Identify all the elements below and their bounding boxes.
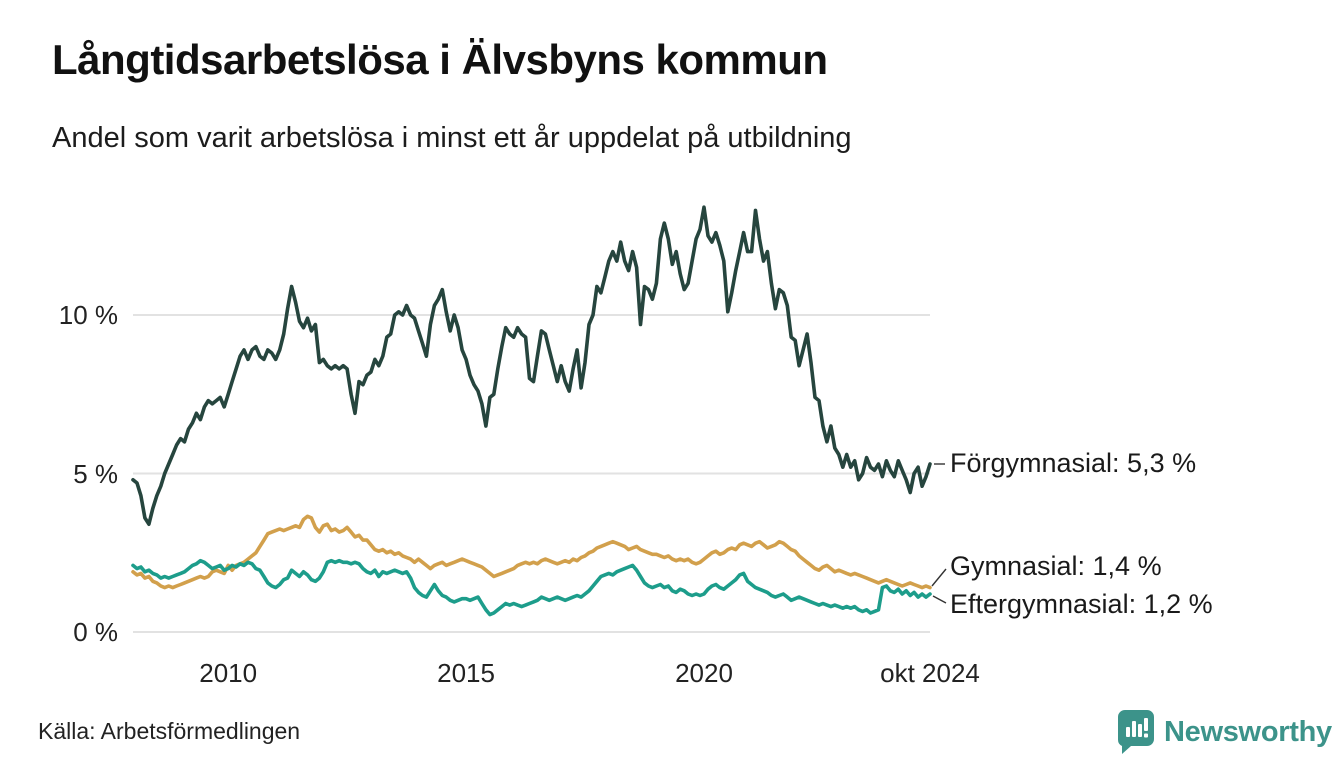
series-line-eftergymnasial (131, 558, 932, 617)
x-axis-tick-2010: 2010 (199, 658, 258, 688)
label-leader-lines (931, 463, 947, 604)
series-line-förgymnasial (131, 205, 932, 527)
series-line-gymnasial (131, 514, 932, 590)
source-text: Källa: Arbetsförmedlingen (38, 718, 301, 744)
y-axis-tick-10: 10 % (58, 300, 118, 330)
x-axis-tick-2015: 2015 (437, 658, 495, 688)
y-axis-tick-5: 5 % (73, 458, 118, 489)
leader-eftergymnasial (932, 595, 947, 604)
y-axis-tick-0: 0 % (73, 617, 118, 647)
newsworthy-logo: Newsworthy (1117, 709, 1332, 755)
leader-gymnasial (931, 568, 947, 587)
newsworthy-icon (1117, 710, 1154, 754)
page-title: Långtidsarbetslösa i Älvsbyns kommun (52, 36, 828, 83)
series-label-eftergymnasial: Eftergymnasial: 1,2 % (950, 589, 1213, 619)
series-label-forgymnasial: Förgymnasial: 5,3 % (950, 448, 1197, 478)
x-axis-tick-okt-2024: okt 2024 (880, 658, 980, 688)
newsworthy-wordmark: Newsworthy (1164, 715, 1332, 748)
series-label-gymnasial: Gymnasial: 1,4 % (950, 551, 1162, 581)
page-subtitle: Andel som varit arbetslösa i minst ett å… (52, 122, 852, 154)
gridlines (133, 314, 930, 633)
series-lines (131, 205, 932, 617)
x-axis-tick-2020: 2020 (675, 658, 733, 688)
